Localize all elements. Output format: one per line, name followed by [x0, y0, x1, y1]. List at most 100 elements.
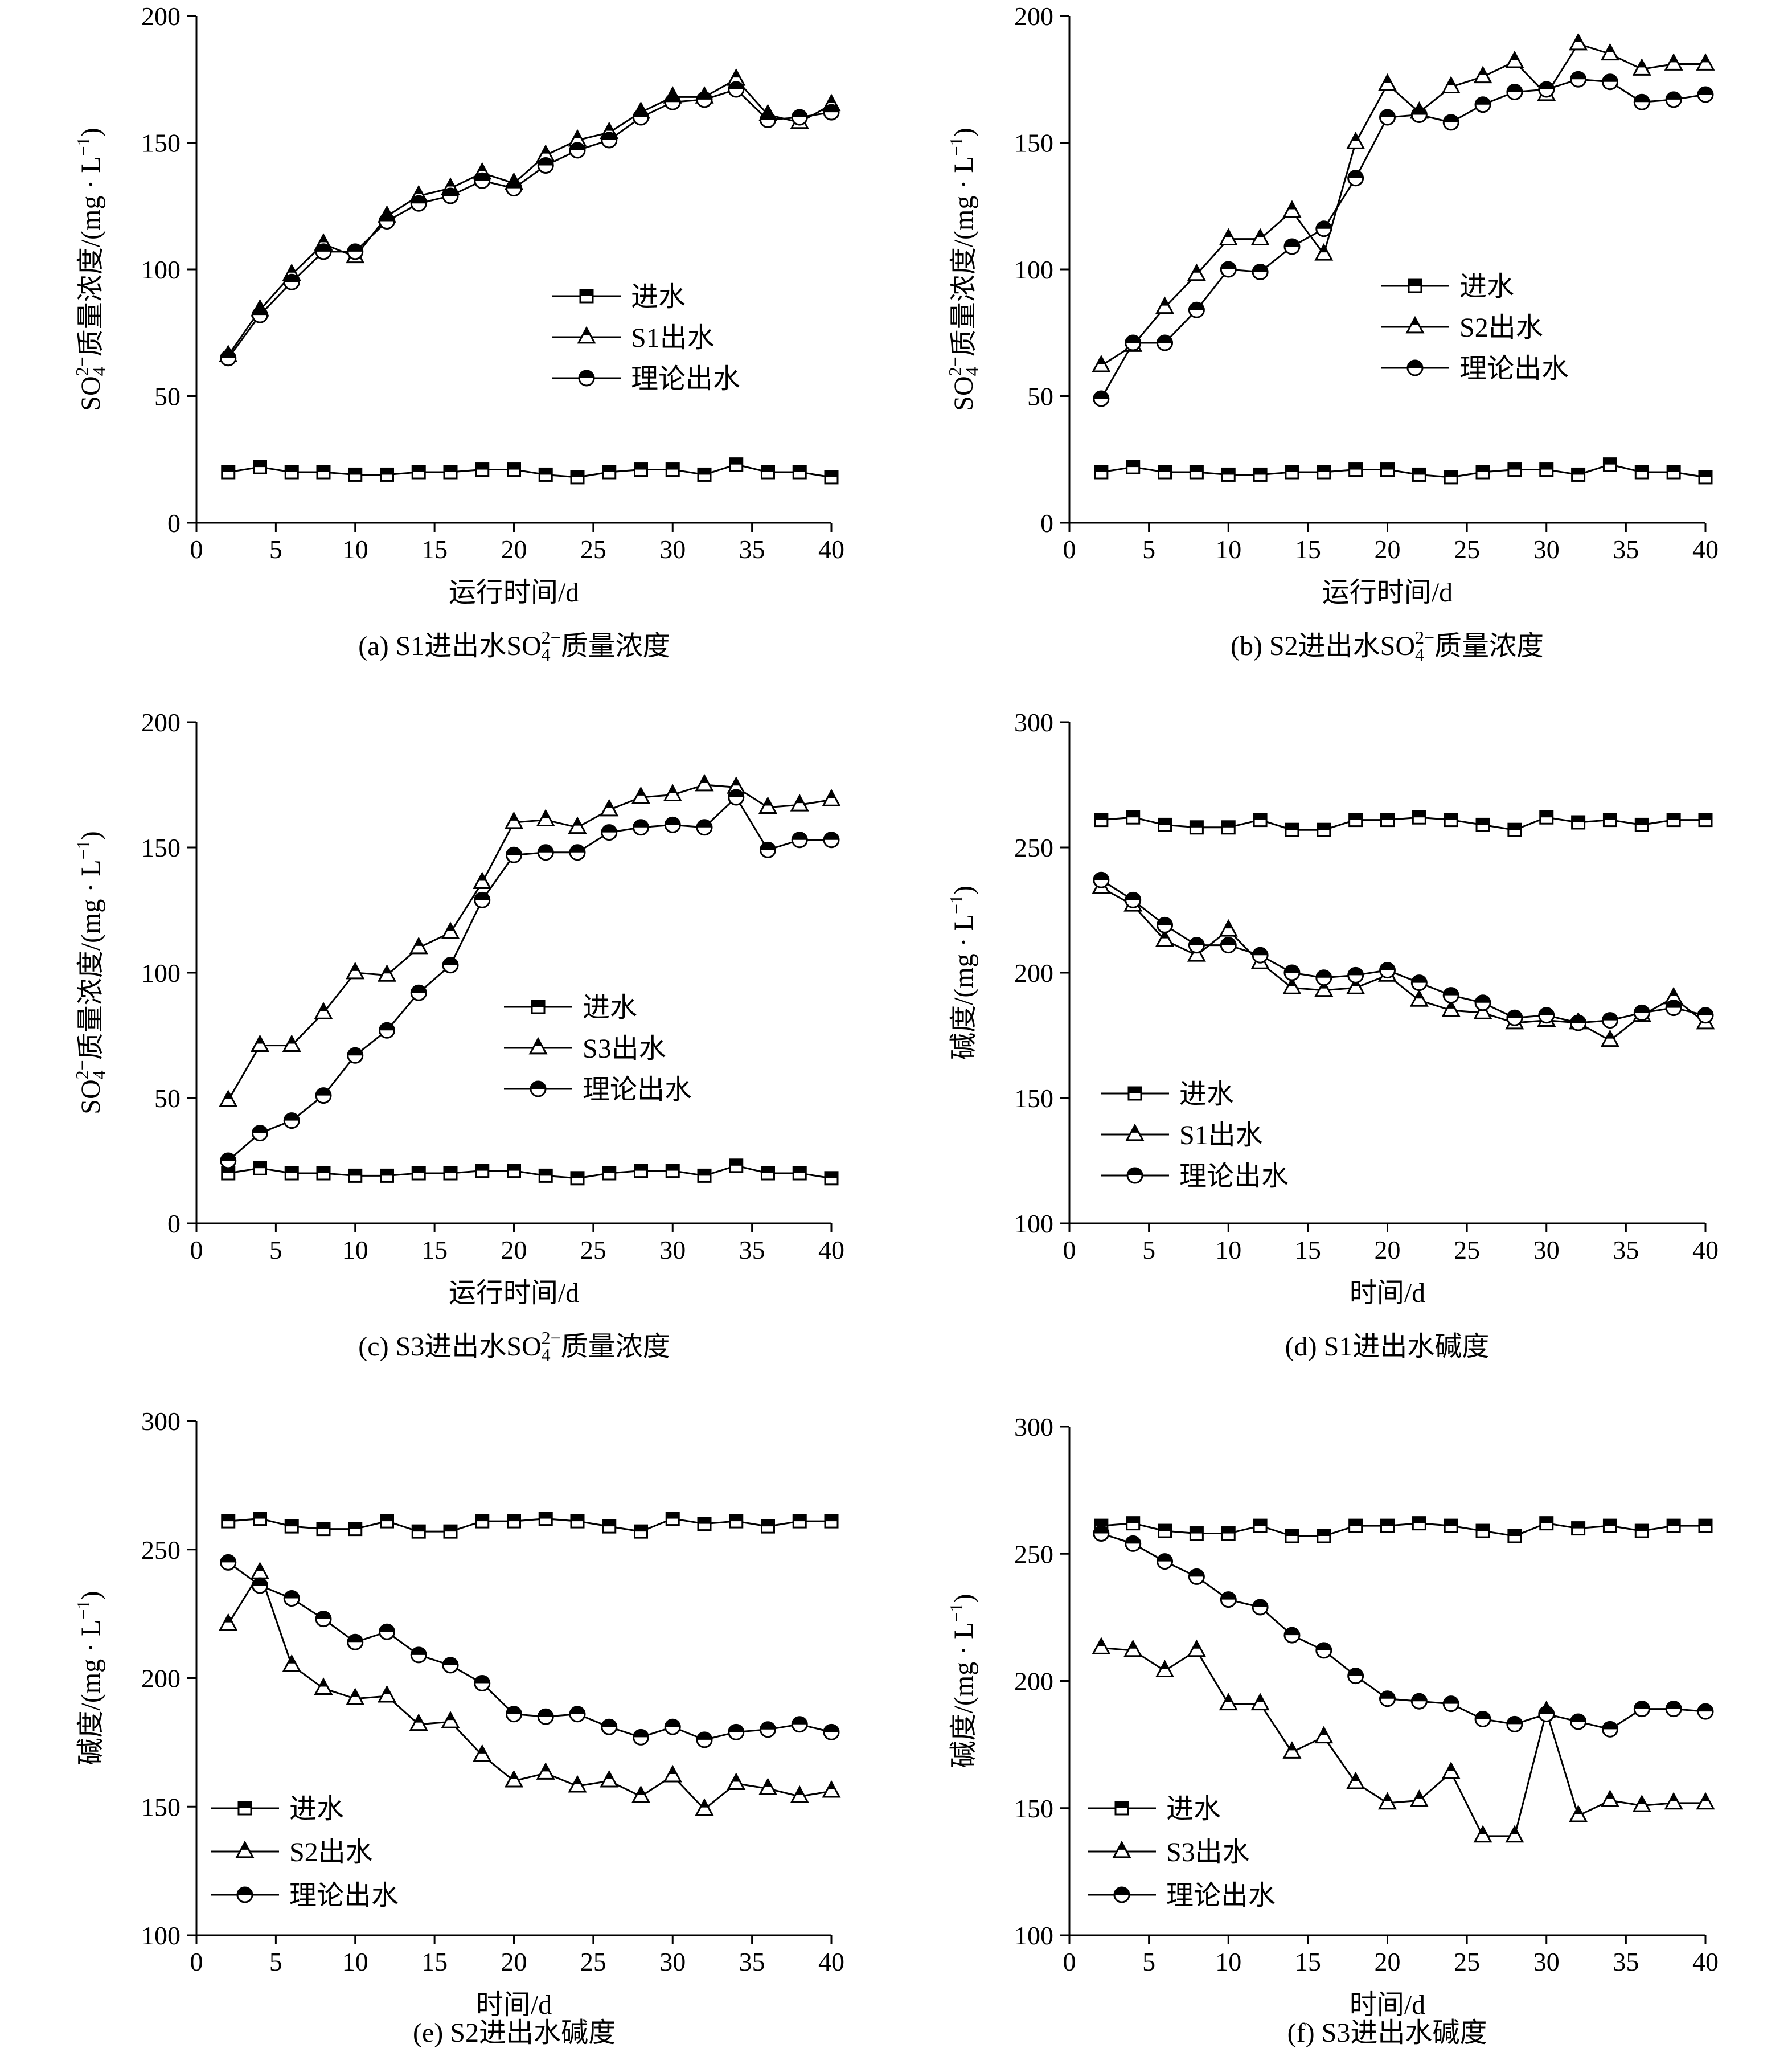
- circle-marker-fill: [411, 196, 427, 204]
- triangle-marker-fill: [478, 163, 486, 171]
- y-tick-label: 100: [1014, 1209, 1053, 1238]
- triangle-marker-fill: [700, 1800, 708, 1808]
- circle-marker-fill: [728, 1725, 744, 1732]
- triangle-marker-fill: [1383, 1793, 1392, 1801]
- circle-marker-fill: [792, 832, 807, 840]
- x-axis-title: 时间/d: [1350, 1990, 1425, 2020]
- square-marker-fill: [1540, 1517, 1553, 1523]
- triangle-marker-fill: [1287, 978, 1296, 986]
- y-tick-label: 50: [1027, 382, 1053, 411]
- x-axis-title: 时间/d: [1350, 1278, 1425, 1308]
- square-marker-fill: [380, 1169, 393, 1176]
- circle-marker-fill: [1157, 335, 1172, 343]
- legend-triangle-marker-fill: [241, 1842, 249, 1850]
- triangle-marker-fill: [1606, 44, 1614, 52]
- circle-marker-fill: [1157, 917, 1172, 925]
- circle-marker-fill: [1444, 114, 1459, 122]
- square-marker-fill: [634, 1164, 647, 1171]
- circle-marker-fill: [824, 1725, 839, 1732]
- square-marker-fill: [1285, 1529, 1298, 1536]
- legend-label: 理论出水: [631, 364, 740, 394]
- circle-marker-fill: [1093, 1526, 1109, 1534]
- circle-marker-fill: [1666, 92, 1682, 100]
- square-marker-fill: [1445, 813, 1458, 820]
- circle-marker-fill: [1475, 995, 1491, 1003]
- circle-marker-fill: [411, 1647, 427, 1655]
- square-marker-fill: [571, 1515, 584, 1522]
- x-tick-label: 25: [1454, 1235, 1480, 1264]
- circle-marker-fill: [411, 985, 427, 993]
- triangle-marker-fill: [1161, 1661, 1169, 1669]
- circle-marker-fill: [728, 790, 744, 797]
- square-marker-fill: [1158, 1525, 1171, 1531]
- x-tick-label: 10: [1215, 1947, 1241, 1976]
- square-marker-fill: [1349, 813, 1362, 820]
- series-line: [227, 796, 831, 1162]
- triangle-marker-fill: [1638, 60, 1646, 68]
- square-marker-fill: [1349, 1519, 1362, 1526]
- series-line: [1101, 1533, 1706, 1730]
- triangle-marker-fill: [383, 1686, 391, 1694]
- square-marker-fill: [1635, 1525, 1649, 1531]
- triangle-marker-fill: [510, 174, 518, 182]
- triangle-marker-fill: [1510, 52, 1519, 60]
- x-tick-label: 35: [1613, 535, 1639, 564]
- x-tick-label: 5: [269, 535, 282, 564]
- triangle-marker-fill: [478, 873, 486, 881]
- square-marker-fill: [793, 1515, 806, 1522]
- triangle-marker-fill: [795, 1787, 804, 1795]
- circle-marker-fill: [379, 1624, 395, 1632]
- circle-marker-fill: [284, 275, 300, 282]
- y-tick-label: 0: [167, 509, 181, 538]
- x-tick-label: 35: [739, 1235, 765, 1264]
- square-marker-fill: [634, 463, 647, 470]
- triangle-marker-fill: [1670, 1793, 1678, 1801]
- y-tick-label: 300: [1014, 708, 1053, 737]
- circle-marker-fill: [379, 1023, 395, 1031]
- chart-panel-e: 0 5 10 15 20 25 30 35 40 100 150 200 250 300 时间/d 碱度/(m…: [73, 1407, 844, 2048]
- legend-circle-marker-fill: [579, 371, 594, 378]
- triangle-marker-fill: [1701, 1793, 1709, 1801]
- y-tick-label: 250: [1014, 1539, 1053, 1568]
- circle-marker-fill: [1316, 970, 1331, 978]
- circle-marker-fill: [1125, 335, 1141, 343]
- triangle-marker-fill: [1447, 1763, 1455, 1771]
- circle-marker-fill: [474, 1676, 490, 1684]
- square-marker-fill: [1254, 1519, 1267, 1526]
- triangle-marker-fill: [1351, 1773, 1360, 1781]
- circle-marker-fill: [1444, 988, 1459, 996]
- square-marker-fill: [1667, 813, 1680, 820]
- legend-circle-marker-fill: [237, 1887, 252, 1895]
- triangle-marker-fill: [1287, 1743, 1296, 1751]
- y-tick-label: 150: [1014, 1084, 1053, 1113]
- series-circle: [1093, 871, 1714, 1031]
- circle-marker-fill: [538, 1709, 553, 1717]
- circle-marker-fill: [792, 110, 807, 117]
- square-marker-fill: [475, 1164, 489, 1171]
- square-marker-fill: [1126, 1517, 1139, 1523]
- circle-marker-fill: [347, 1048, 363, 1056]
- x-tick-label: 0: [190, 1235, 203, 1264]
- legend-triangle-marker-fill: [583, 327, 591, 335]
- x-axis-title: 运行时间/d: [449, 1278, 579, 1308]
- triangle-marker-fill: [605, 123, 613, 131]
- square-marker-fill: [1190, 1527, 1203, 1534]
- triangle-marker-fill: [288, 265, 296, 273]
- x-tick-label: 25: [580, 1947, 606, 1976]
- triangle-marker-fill: [256, 1563, 264, 1571]
- legend-label: 进水: [289, 1794, 344, 1824]
- triangle-marker-fill: [637, 103, 645, 110]
- x-tick-label: 20: [501, 1235, 527, 1264]
- circle-marker-fill: [443, 957, 458, 965]
- circle-marker-fill: [601, 825, 617, 833]
- square-marker-fill: [253, 1512, 266, 1519]
- series-line: [227, 78, 832, 357]
- circle-marker-fill: [1284, 965, 1299, 973]
- square-marker-fill: [1604, 458, 1617, 465]
- triangle-marker-fill: [1161, 931, 1169, 939]
- circle-marker-fill: [1602, 74, 1618, 82]
- triangle-marker-fill: [1224, 1694, 1233, 1702]
